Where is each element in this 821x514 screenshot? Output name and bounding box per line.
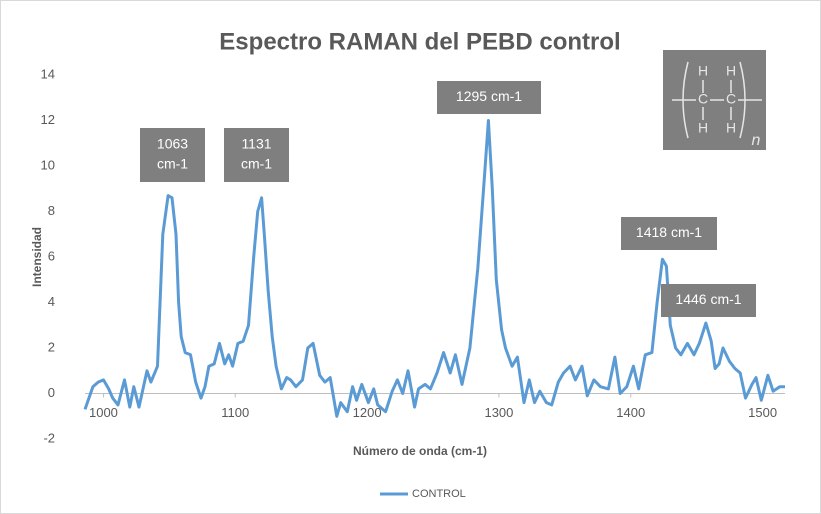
inset-hydrogen: H bbox=[698, 63, 708, 79]
annotation-box bbox=[661, 284, 756, 317]
inset-subscript: n bbox=[752, 132, 761, 149]
annotation-text: 1418 cm-1 bbox=[636, 224, 702, 240]
y-tick-label: 8 bbox=[48, 203, 55, 218]
inset-hydrogen: H bbox=[726, 63, 736, 79]
annotation-box bbox=[621, 217, 717, 250]
x-tick-label: 1000 bbox=[89, 405, 118, 420]
annotation-text: 1131 bbox=[241, 136, 271, 152]
annotation-text: 1295 cm-1 bbox=[456, 88, 522, 104]
y-tick-label: 6 bbox=[48, 248, 55, 263]
x-tick-label: 1500 bbox=[748, 405, 777, 420]
inset-carbon: C bbox=[698, 91, 708, 107]
y-tick-label: 14 bbox=[41, 66, 55, 81]
y-tick-label: 4 bbox=[48, 294, 55, 309]
x-tick-label: 1200 bbox=[353, 405, 382, 420]
annotation-box bbox=[140, 128, 205, 182]
legend-label: CONTROL bbox=[412, 488, 466, 500]
y-axis-title: Intensidad bbox=[30, 227, 44, 287]
y-tick-label: 12 bbox=[41, 112, 55, 127]
x-tick-label: 1400 bbox=[616, 405, 645, 420]
y-tick-label: 10 bbox=[41, 157, 55, 172]
x-tick-label: 1100 bbox=[221, 405, 249, 420]
annotation-text: cm-1 bbox=[241, 156, 272, 172]
y-tick-label: 2 bbox=[48, 339, 55, 354]
annotation-text: 1446 cm-1 bbox=[675, 291, 741, 307]
inset-hydrogen: H bbox=[726, 120, 736, 136]
annotation-box bbox=[224, 128, 289, 182]
x-tick-label: 1300 bbox=[484, 405, 513, 420]
chart-title: Espectro RAMAN del PEBD control bbox=[219, 28, 620, 55]
inset-structure: H HH HC Cn bbox=[663, 50, 766, 150]
inset-carbon: C bbox=[726, 91, 736, 107]
y-tick-label: -2 bbox=[43, 430, 55, 445]
annotation-text: cm-1 bbox=[157, 156, 188, 172]
inset-bonds bbox=[672, 80, 762, 120]
annotation-text: 1063 bbox=[157, 136, 188, 152]
annotation-box bbox=[437, 81, 541, 114]
y-tick-label: 0 bbox=[48, 385, 55, 400]
x-axis-title: Número de onda (cm-1) bbox=[353, 444, 487, 458]
inset-hydrogen: H bbox=[698, 120, 708, 136]
